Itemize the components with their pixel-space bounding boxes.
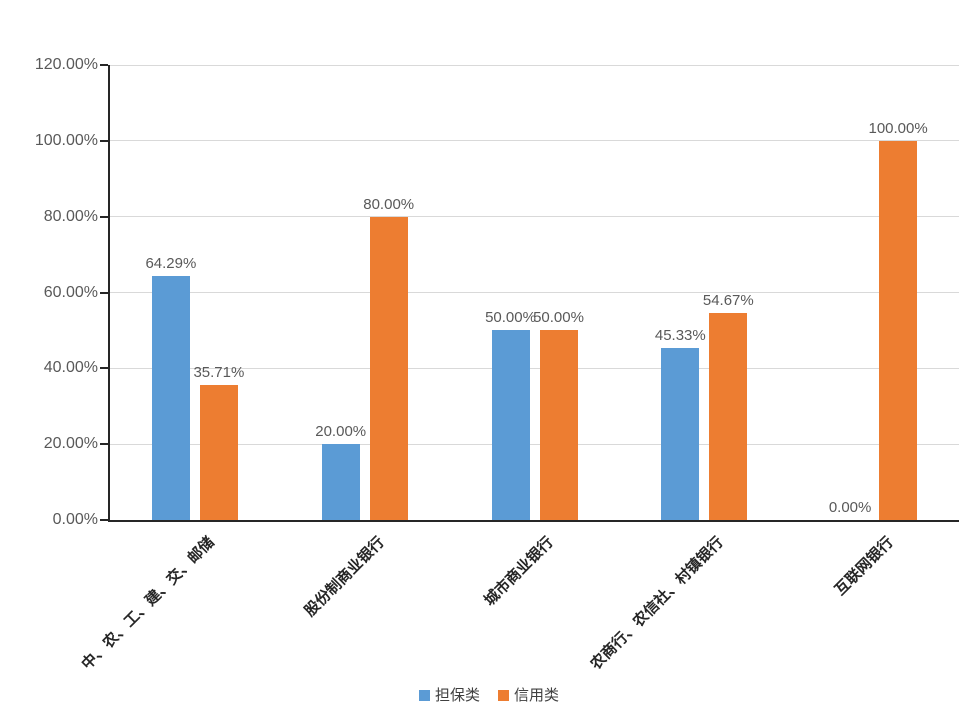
legend-label: 担保类	[434, 687, 480, 704]
y-axis-tick	[100, 291, 108, 294]
bar-credit	[199, 384, 238, 520]
bar-credit	[369, 216, 408, 520]
y-tick-label: 20.00%	[43, 435, 98, 453]
y-axis-tick	[100, 139, 108, 142]
gridline	[110, 367, 959, 369]
bar-value-label: 50.00%	[533, 309, 584, 327]
y-tick-label: 40.00%	[43, 359, 98, 377]
category-label: 股份制商业银行	[301, 533, 388, 620]
bar-guarantee	[321, 444, 360, 520]
gridline	[110, 443, 959, 445]
plot-area: 64.29% 35.71% 20.00% 80.00% 50.00% 50.00% 45.3…	[108, 64, 959, 522]
bar-value-label: 64.29%	[145, 255, 197, 273]
category-label: 城市商业银行	[481, 533, 558, 610]
y-axis-tick	[100, 64, 108, 66]
legend-swatch-icon	[418, 690, 430, 701]
bar-guarantee	[661, 348, 700, 520]
y-tick-label: 60.00%	[43, 283, 98, 301]
y-axis-tick	[100, 367, 108, 370]
gridline	[110, 216, 959, 218]
bar-guarantee	[491, 330, 530, 520]
gridline	[110, 140, 959, 142]
legend-item-credit: 信用类	[498, 687, 559, 704]
legend: 担保类 信用类	[0, 687, 978, 704]
legend-swatch-icon	[498, 690, 509, 701]
bar-credit	[879, 140, 918, 520]
y-tick-label: 80.00%	[43, 207, 98, 225]
bar-credit	[709, 312, 748, 520]
gridline	[110, 292, 959, 293]
bar-value-label: 80.00%	[363, 195, 415, 213]
y-tick-label: 100.00%	[34, 131, 98, 149]
bar-value-label: 54.67%	[702, 291, 754, 309]
category-label: 中、农、工、建、交、邮储	[78, 533, 218, 674]
legend-label: 信用类	[514, 687, 560, 704]
bar-value-label: 0.00%	[828, 499, 872, 516]
bar-guarantee	[151, 276, 190, 520]
bar-value-label: 100.00%	[868, 119, 928, 137]
y-tick-label: 120.00%	[34, 56, 98, 73]
bar-credit	[539, 330, 578, 520]
legend-item-guarantee: 担保类	[418, 687, 480, 704]
bar-value-label: 50.00%	[485, 309, 536, 327]
y-axis-tick	[100, 519, 108, 521]
bar-value-label: 35.71%	[193, 363, 245, 381]
y-axis-tick	[100, 443, 108, 446]
y-axis-tick	[100, 215, 108, 218]
bar-value-label: 20.00%	[315, 423, 367, 441]
bar-value-label: 45.33%	[654, 327, 706, 345]
y-tick-label: 0.00%	[52, 511, 98, 528]
category-label: 互联网银行	[831, 533, 897, 599]
category-label: 农商行、农信社、村镇银行	[587, 533, 728, 674]
gridline	[110, 64, 959, 66]
